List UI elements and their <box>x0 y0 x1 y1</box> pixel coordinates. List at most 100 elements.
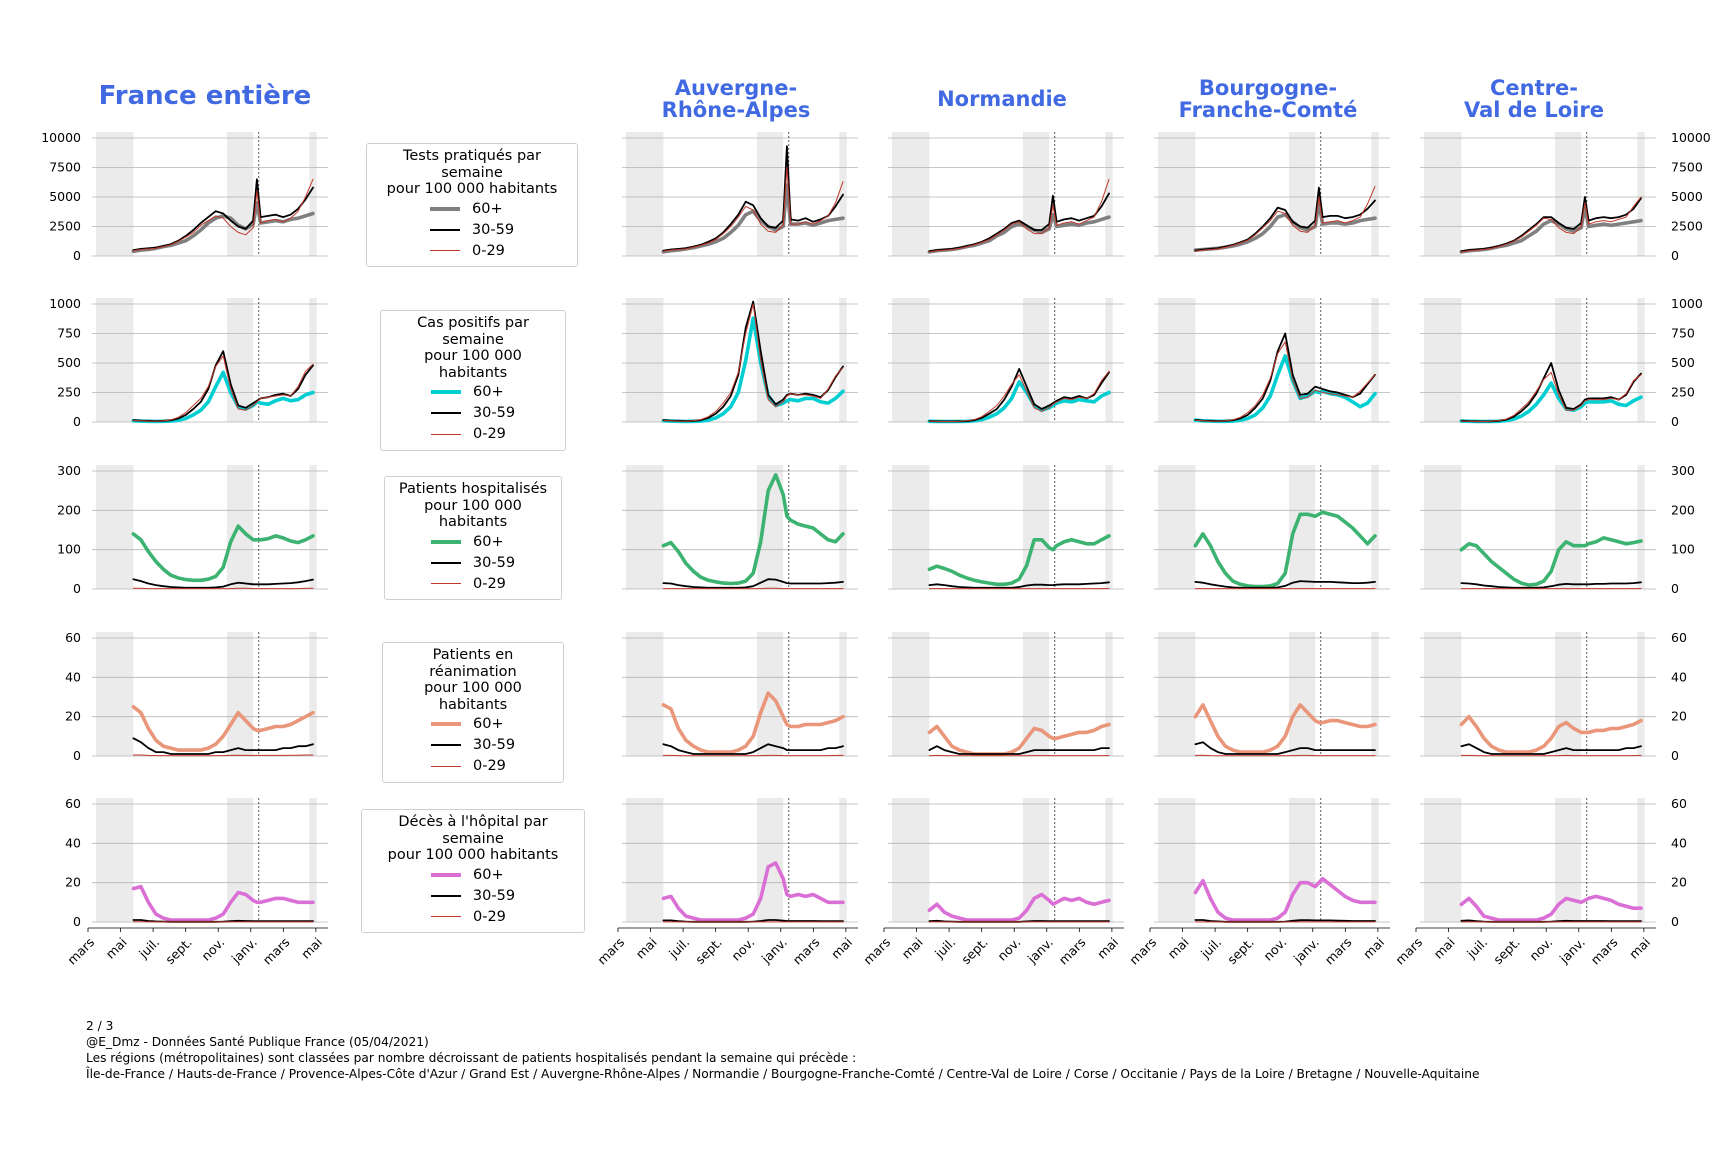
y-tick-label: 0 <box>1671 914 1679 929</box>
lockdown-band <box>1424 798 1462 922</box>
lockdown-band <box>1105 465 1113 589</box>
legend-label: 0-29 <box>473 758 506 775</box>
series-line-30-59 <box>1460 743 1642 755</box>
lockdown-band <box>96 632 134 756</box>
y-tick-label: 7500 <box>49 160 81 175</box>
legend-entry: 60+ <box>391 714 555 735</box>
lockdown-band <box>626 132 664 256</box>
y-tick-label: 750 <box>1671 326 1695 341</box>
column-title: Auvergne- Rhône-Alpes <box>661 76 811 123</box>
x-tick-label: sept. <box>162 935 195 968</box>
lockdown-band <box>226 132 254 256</box>
series-line-30-59 <box>1194 186 1376 252</box>
column-title: Centre- Val de Loire <box>1464 76 1604 123</box>
lockdown-band <box>892 798 930 922</box>
lockdown-band <box>1371 298 1379 422</box>
lockdown-band <box>626 798 664 922</box>
series-line-30-59 <box>662 743 844 755</box>
series-line-30-59 <box>928 581 1110 589</box>
lockdown-band <box>1637 465 1645 589</box>
series-line-0-29 <box>928 370 1110 422</box>
series-line-30-59 <box>1460 196 1642 253</box>
y-tick-label: 0 <box>73 914 81 929</box>
y-tick-label: 5000 <box>1671 189 1703 204</box>
legend-label: 0-29 <box>472 242 505 259</box>
y-tick-label: 60 <box>1671 796 1687 811</box>
legend-swatch <box>431 872 461 877</box>
lockdown-band <box>1424 298 1462 422</box>
legend-box: Décès à l'hôpital par semaine pour 100 0… <box>361 809 585 934</box>
series-line-30-59 <box>928 367 1110 423</box>
lockdown-band <box>96 798 134 922</box>
lockdown-band <box>1105 298 1113 422</box>
series-line-60+ <box>661 861 845 922</box>
lockdown-band <box>892 132 930 256</box>
lockdown-band <box>839 298 847 422</box>
column-title: France entière <box>98 81 312 111</box>
legend-swatch <box>430 561 461 564</box>
y-tick-label: 7500 <box>1671 160 1703 175</box>
x-tick-label: mars <box>1588 935 1621 968</box>
lockdown-band <box>226 632 254 756</box>
legend-swatch <box>431 390 461 395</box>
legend-entry: 0-29 <box>375 240 569 261</box>
lockdown-band <box>309 298 317 422</box>
x-tick-label: mars <box>594 935 627 968</box>
series-line-0-29 <box>1194 185 1376 252</box>
y-tick-label: 300 <box>1671 463 1695 478</box>
x-tick-label: mars <box>1126 935 1159 968</box>
x-tick-label: mai <box>103 935 130 962</box>
series-line-30-59 <box>132 737 314 755</box>
x-tick-label: nov. <box>198 935 227 964</box>
y-tick-label: 200 <box>57 502 81 517</box>
y-tick-label: 1000 <box>1671 296 1703 311</box>
legend-label: 60+ <box>473 716 504 733</box>
legend-box: Tests pratiqués par semaine pour 100 000… <box>366 143 578 268</box>
y-tick-label: 200 <box>1671 502 1695 517</box>
lockdown-band <box>309 132 317 256</box>
lockdown-band <box>96 465 134 589</box>
footer-note: Les régions (métropolitaines) sont class… <box>86 1051 857 1065</box>
legend-title: Cas positifs par semaine pour 100 000 ha… <box>417 315 529 382</box>
column-title: Bourgogne- Franche-Comté <box>1178 76 1358 123</box>
y-tick-label: 20 <box>65 709 81 724</box>
legend-entry: 60+ <box>393 531 553 552</box>
lockdown-band <box>1158 632 1196 756</box>
series-line-60+ <box>927 380 1111 424</box>
x-tick-label: janv. <box>1290 935 1322 967</box>
x-tick-label: juil. <box>1463 935 1490 962</box>
y-tick-label: 60 <box>65 630 81 645</box>
legend-swatch <box>429 228 460 231</box>
series-line-60+ <box>1459 714 1643 754</box>
lockdown-band <box>1424 465 1462 589</box>
series-line-30-59 <box>928 745 1110 755</box>
series-line-30-59 <box>662 145 844 252</box>
x-tick-label: mars <box>860 935 893 968</box>
legend-swatch <box>430 894 461 897</box>
x-tick-label: mai <box>1626 935 1653 962</box>
x-tick-label: sept. <box>1224 935 1257 968</box>
legend-label: 60+ <box>473 866 504 883</box>
series-line-60+ <box>1193 354 1377 424</box>
series-line-0-29 <box>662 303 844 422</box>
x-tick-label: mars <box>1056 935 1089 968</box>
lockdown-band <box>1288 298 1316 422</box>
lockdown-band <box>892 298 930 422</box>
y-tick-label: 2500 <box>49 219 81 234</box>
y-tick-label: 0 <box>1671 748 1679 763</box>
legend-box: Patients en réanimation pour 100 000 hab… <box>382 642 564 783</box>
lockdown-band <box>1022 298 1050 422</box>
legend-entry: 60+ <box>375 198 569 219</box>
legend-label: 0-29 <box>473 426 506 443</box>
legend-swatch <box>431 583 461 585</box>
legend-entry: 0-29 <box>389 424 557 445</box>
lockdown-band <box>626 465 664 589</box>
legend-title: Décès à l'hôpital par semaine pour 100 0… <box>387 814 559 864</box>
x-tick-label: mars <box>790 935 823 968</box>
lockdown-band <box>1554 465 1582 589</box>
x-tick-label: mars <box>260 935 293 968</box>
legend-entry: 30-59 <box>370 885 576 906</box>
lockdown-band <box>1371 798 1379 922</box>
series-line-0-29 <box>132 355 314 422</box>
